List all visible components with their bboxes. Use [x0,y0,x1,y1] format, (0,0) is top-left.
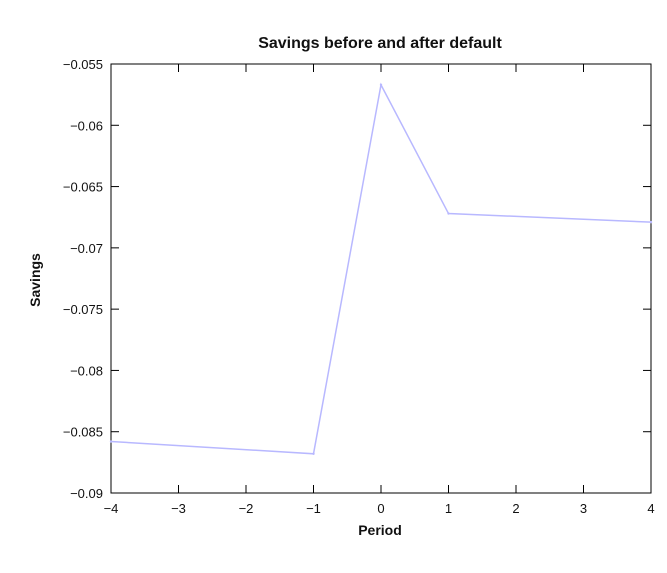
x-tick-label: −3 [171,501,186,516]
y-tick-label: −0.065 [63,180,103,195]
data-point [649,220,653,224]
x-tick-label: 2 [512,501,519,516]
data-point [447,212,450,215]
x-tick-label: 3 [580,501,587,516]
data-point [379,83,383,87]
data-point [312,452,315,455]
x-axis-label: Period [358,522,402,538]
x-tick-label: 4 [647,501,654,516]
x-tick-label: 0 [377,501,384,516]
x-tick-label: −4 [104,501,119,516]
y-tick-label: −0.055 [63,57,103,72]
y-axis-label: Savings [27,253,43,307]
plot-area: −4 −3 −2 −1 0 1 2 3 4 −0.055 −0.06 −0.065 −0.07 −0.07… [63,57,655,516]
x-tick-label: 1 [445,501,452,516]
y-tick-label: −0.09 [70,486,103,501]
data-point [109,440,113,443]
plot-frame [110,63,652,494]
y-tick-label: −0.06 [70,118,103,133]
y-tick-label: −0.075 [63,302,103,317]
chart-title: Savings before and after default [258,35,502,52]
y-tick-label: −0.07 [70,241,103,256]
x-tick-label: −1 [306,501,321,516]
y-tick-label: −0.08 [70,363,103,378]
y-tick-label: −0.085 [63,425,103,440]
x-tick-label: −2 [239,501,254,516]
